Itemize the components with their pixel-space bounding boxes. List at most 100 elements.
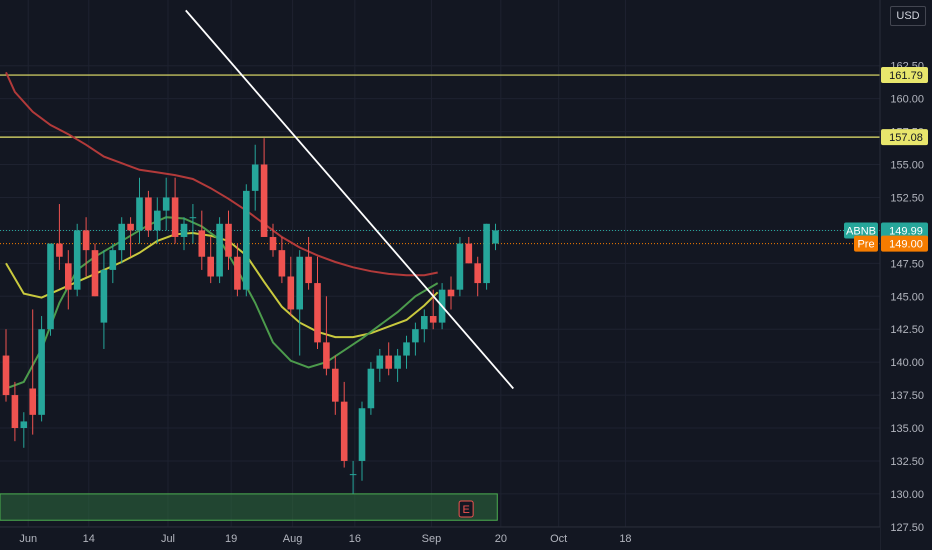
candle-body (465, 243, 473, 264)
candle (65, 250, 72, 310)
candle-body (118, 223, 125, 251)
candle-body (305, 256, 312, 284)
candle (296, 250, 303, 356)
candle (421, 309, 428, 343)
candle-body (421, 316, 428, 330)
candle-body (323, 342, 330, 369)
candle (56, 204, 63, 270)
premarket-price-value-box (881, 235, 928, 252)
candle (492, 223, 499, 251)
candle (162, 177, 170, 231)
candle-body (180, 223, 188, 237)
candle-body (2, 355, 10, 396)
candle-body (109, 250, 117, 270)
candle (82, 217, 90, 277)
candle (207, 236, 214, 284)
candle (11, 381, 19, 442)
last-price-value-box (881, 222, 928, 239)
x-tick-label: 14 (83, 533, 95, 545)
candle (189, 204, 197, 244)
candle-body (269, 236, 277, 251)
earnings-marker[interactable]: E (458, 500, 474, 518)
candle (91, 243, 99, 297)
y-tick-label: 140.00 (890, 357, 924, 369)
candle (260, 138, 268, 237)
candle (234, 243, 241, 297)
candle (154, 197, 161, 244)
candle-body (287, 276, 295, 310)
candle-body (243, 190, 250, 290)
candle (447, 276, 455, 310)
last-price-symbol: ABNB (846, 226, 876, 238)
premarket-price-value: 149.00 (889, 239, 923, 251)
candle-body (154, 210, 161, 231)
candle-body (332, 368, 339, 402)
candle (385, 342, 392, 376)
candle (198, 210, 206, 270)
candle-body (376, 355, 384, 369)
candle-body (429, 316, 437, 323)
candle-body (483, 223, 490, 284)
candle (171, 177, 179, 244)
candle (118, 217, 125, 264)
candle (136, 177, 143, 244)
x-tick-label: Aug (283, 533, 303, 545)
candle-body (20, 421, 28, 429)
candle-body (296, 256, 303, 310)
currency-button[interactable]: USD (890, 6, 926, 26)
candle (358, 401, 366, 481)
candle (269, 223, 277, 257)
candle-body (56, 243, 63, 257)
candle-body (47, 243, 54, 330)
level-price-tag (881, 129, 928, 146)
candle (2, 329, 10, 402)
support-zone[interactable] (0, 493, 498, 521)
x-tick-label: 20 (495, 533, 507, 545)
y-tick-label: 160.00 (890, 94, 924, 106)
trend-line[interactable] (185, 9, 514, 390)
moving-average-red (5, 71, 438, 277)
y-tick-label: 130.00 (890, 489, 924, 501)
candle (145, 190, 152, 237)
candle (251, 144, 259, 211)
candle-body (65, 263, 72, 290)
candle-body (367, 368, 375, 409)
y-tick-label: 135.00 (890, 423, 924, 435)
candle (225, 210, 232, 270)
candle-body (349, 474, 357, 476)
candle (127, 217, 134, 257)
candle (243, 184, 250, 297)
candle-body (314, 283, 321, 343)
candle-body (492, 230, 499, 244)
candle (73, 223, 81, 297)
candle (323, 296, 330, 376)
candle-body (207, 256, 214, 277)
candle-body (340, 401, 348, 461)
candle (332, 355, 339, 415)
price-axis[interactable] (880, 0, 932, 550)
candle-body (412, 329, 419, 343)
candle-body (100, 269, 108, 323)
candle (412, 322, 419, 356)
x-tick-label: Jun (19, 533, 37, 545)
candle (474, 256, 481, 297)
x-tick-label: 16 (349, 533, 361, 545)
candle-body (403, 342, 410, 356)
time-axis[interactable] (0, 527, 880, 550)
candle-body (225, 223, 232, 257)
level-price-tag-label: 157.08 (889, 132, 923, 144)
candle-body (136, 197, 143, 231)
y-tick-label: 137.50 (890, 390, 924, 402)
candle-body (447, 289, 455, 297)
y-tick-label: 127.50 (890, 522, 924, 534)
x-tick-label: 19 (225, 533, 237, 545)
x-tick-label: 18 (619, 533, 631, 545)
candle (376, 348, 384, 382)
level-price-tag-label: 161.79 (889, 70, 923, 82)
candle (314, 256, 321, 349)
candle-body (73, 230, 81, 290)
candle-body (171, 197, 179, 237)
earnings-marker-label: E (462, 504, 469, 516)
grid (0, 0, 880, 528)
